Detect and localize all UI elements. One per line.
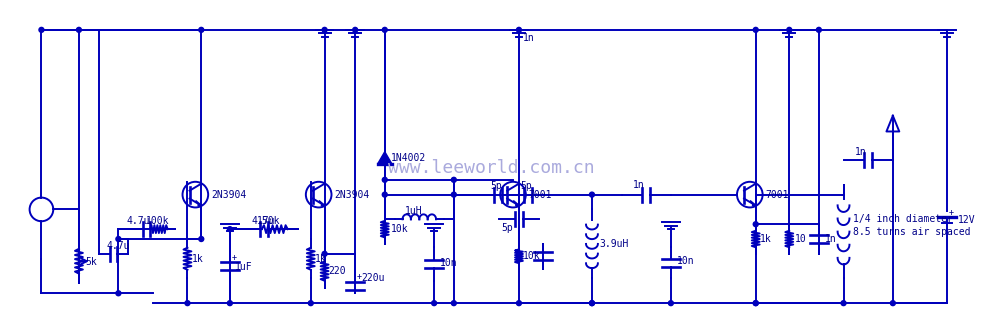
Circle shape (668, 301, 673, 306)
Text: 1k: 1k (191, 254, 203, 264)
Text: 1n: 1n (522, 33, 534, 43)
Circle shape (39, 27, 44, 32)
Text: 3.9uH: 3.9uH (599, 239, 628, 249)
Text: 4.7u: 4.7u (127, 216, 150, 226)
Circle shape (516, 301, 521, 306)
Circle shape (754, 27, 758, 32)
Circle shape (322, 251, 327, 256)
Text: 150k: 150k (256, 216, 280, 226)
Circle shape (841, 301, 846, 306)
Text: 1/4 inch diameter: 1/4 inch diameter (853, 214, 953, 224)
Text: 4.7u: 4.7u (251, 216, 275, 226)
Text: 5k: 5k (85, 257, 97, 267)
Circle shape (353, 27, 358, 32)
Circle shape (77, 27, 82, 32)
Circle shape (754, 301, 758, 306)
Circle shape (754, 301, 758, 306)
Text: 220: 220 (329, 266, 346, 276)
Text: 1n: 1n (854, 147, 866, 157)
Text: 10k: 10k (522, 251, 540, 261)
Circle shape (382, 192, 387, 197)
Circle shape (322, 27, 327, 32)
Text: 1k: 1k (760, 234, 772, 244)
Circle shape (787, 27, 792, 32)
Circle shape (817, 27, 822, 32)
Text: 1n: 1n (632, 180, 644, 190)
Circle shape (452, 177, 457, 182)
Circle shape (382, 27, 387, 32)
Text: 2N3904: 2N3904 (211, 189, 246, 199)
Text: 1uH: 1uH (405, 206, 422, 216)
Text: 1uF: 1uF (235, 262, 252, 272)
Text: 5p: 5p (519, 181, 531, 191)
Circle shape (116, 236, 121, 241)
Circle shape (589, 301, 594, 306)
Circle shape (198, 236, 203, 241)
Text: 5p: 5p (491, 181, 502, 191)
Circle shape (382, 177, 387, 182)
Circle shape (589, 301, 594, 306)
Text: 4.7u: 4.7u (107, 241, 130, 251)
Text: 220u: 220u (361, 273, 385, 283)
Polygon shape (378, 152, 392, 164)
Circle shape (516, 27, 521, 32)
Text: 10: 10 (796, 234, 807, 244)
Circle shape (308, 301, 313, 306)
Circle shape (589, 192, 594, 197)
Text: +: + (357, 272, 362, 281)
Text: 7001: 7001 (528, 189, 552, 199)
Circle shape (198, 27, 203, 32)
Text: 8.5 turns air spaced: 8.5 turns air spaced (853, 227, 971, 237)
Text: +: + (949, 208, 954, 217)
Circle shape (185, 301, 189, 306)
Text: 1k: 1k (315, 254, 326, 264)
Circle shape (432, 301, 437, 306)
Text: 10k: 10k (391, 224, 409, 234)
Text: 1N4002: 1N4002 (391, 153, 426, 163)
Circle shape (116, 291, 121, 296)
Text: 5p: 5p (501, 223, 512, 233)
Text: 10n: 10n (677, 256, 695, 266)
Text: 7001: 7001 (766, 189, 789, 199)
Circle shape (452, 192, 457, 197)
Text: www.leeworld.com.cn: www.leeworld.com.cn (388, 159, 594, 177)
Circle shape (754, 222, 758, 227)
Text: 100k: 100k (146, 216, 169, 226)
Text: 1n: 1n (825, 234, 836, 244)
Circle shape (227, 301, 232, 306)
Text: 2N3904: 2N3904 (334, 189, 370, 199)
Text: 10n: 10n (440, 258, 458, 268)
Circle shape (890, 301, 895, 306)
Circle shape (452, 301, 457, 306)
Circle shape (227, 227, 232, 232)
Text: +: + (232, 253, 237, 262)
Text: 12V: 12V (958, 215, 976, 225)
